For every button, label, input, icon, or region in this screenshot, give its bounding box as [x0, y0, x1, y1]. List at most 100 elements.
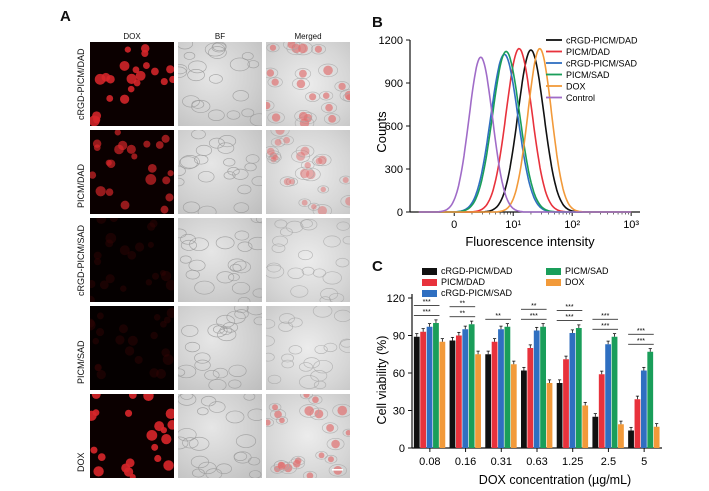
flow-y-tick: 1200	[379, 35, 403, 47]
viability-legend-swatch	[422, 290, 437, 297]
viability-legend-swatch	[422, 279, 437, 286]
flow-legend-label: cRGD-PICM/DAD	[566, 36, 638, 46]
viability-y-tick: 120	[387, 293, 405, 305]
merged-image	[266, 306, 350, 390]
viability-bar	[634, 399, 641, 448]
viability-bar	[546, 383, 553, 448]
viability-y-tick: 30	[393, 406, 405, 418]
viability-bar	[433, 323, 439, 448]
flow-legend-label: PICM/SAD	[566, 70, 610, 80]
significance-label: **	[495, 313, 501, 320]
panel-c-letter: C	[372, 258, 383, 275]
brightfield-image	[178, 218, 262, 302]
viability-bar	[468, 324, 475, 448]
flow-curve-5	[418, 56, 632, 213]
viability-bar	[439, 341, 446, 448]
flow-y-axis-label: Counts	[374, 111, 389, 153]
column-header-dox: DOX	[123, 32, 141, 41]
viability-bar	[556, 383, 563, 448]
viability-bar	[592, 416, 599, 448]
viability-bar	[618, 424, 624, 448]
brightfield-image	[178, 306, 262, 390]
viability-x-tick: 1.25	[562, 456, 583, 468]
viability-bar	[462, 329, 469, 448]
merged-image	[266, 218, 350, 302]
row-label: PICM/DAD	[76, 163, 86, 208]
viability-y-tick: 90	[393, 331, 405, 343]
flow-y-tick: 600	[385, 121, 403, 133]
viability-x-tick: 5	[641, 456, 647, 468]
brightfield-image	[178, 394, 262, 478]
viability-bar	[521, 370, 527, 448]
viability-bar	[640, 370, 647, 448]
flow-y-tick: 0	[397, 207, 403, 219]
viability-legend-swatch	[546, 268, 561, 275]
brightfield-image	[178, 130, 262, 214]
flow-legend-label: cRGD-PICM/SAD	[566, 59, 638, 69]
viability-x-tick: 0.08	[419, 456, 440, 468]
significance-label: **	[460, 310, 466, 317]
viability-bar	[582, 405, 589, 448]
viability-bar	[455, 335, 462, 448]
viability-bar	[598, 374, 605, 448]
viability-bar	[498, 329, 504, 448]
row-label: DOX	[76, 452, 86, 472]
flow-x-tick: 0	[451, 219, 457, 231]
viability-bar	[413, 336, 420, 448]
viability-x-tick: 2.5	[601, 456, 616, 468]
viability-bar	[510, 364, 517, 448]
viability-x-tick: 0.16	[455, 456, 476, 468]
dox-image	[90, 394, 174, 478]
viability-bar	[485, 354, 492, 448]
row-label: PICM/SAD	[76, 340, 86, 384]
viability-bar	[449, 340, 456, 448]
viability-bar	[653, 426, 660, 448]
column-header-merged: Merged	[294, 32, 322, 41]
viability-bar	[504, 326, 511, 448]
viability-legend-label: PICM/SAD	[565, 266, 609, 276]
significance-label: ***	[601, 313, 609, 320]
column-header-bf: BF	[214, 32, 226, 41]
panel-a-letter: A	[60, 8, 71, 25]
dox-image	[90, 218, 174, 302]
viability-legend-swatch	[422, 268, 437, 275]
viability-bar	[475, 354, 481, 448]
panel-b-letter: B	[372, 14, 383, 31]
viability-bar	[569, 333, 576, 448]
viability-legend-swatch	[546, 279, 561, 286]
viability-bar	[420, 331, 427, 448]
viability-bar	[540, 326, 546, 448]
viability-x-axis-label: DOX concentration (µg/mL)	[479, 473, 631, 487]
dox-image	[90, 306, 174, 390]
brightfield-image	[178, 42, 262, 126]
significance-label: ***	[637, 328, 645, 335]
viability-bar	[605, 344, 612, 448]
merged-image	[266, 130, 350, 214]
dox-image	[90, 130, 174, 214]
viability-x-tick: 0.63	[526, 456, 547, 468]
merged-image	[266, 42, 350, 126]
viability-y-tick: 0	[399, 443, 405, 455]
viability-bar	[647, 351, 654, 448]
flow-legend-label: Control	[566, 93, 595, 103]
row-label: cRGD-PICM/DAD	[76, 48, 86, 121]
flow-y-tick: 300	[385, 164, 403, 176]
viability-bar	[491, 341, 498, 448]
viability-bar	[426, 326, 433, 448]
flow-legend-label: PICM/DAD	[566, 47, 611, 57]
viability-y-tick: 60	[393, 368, 405, 380]
viability-bar	[611, 336, 618, 448]
flow-legend-label: DOX	[566, 82, 586, 92]
significance-label: ***	[565, 304, 573, 311]
flow-x-tick: 10¹	[505, 219, 521, 231]
significance-label: **	[460, 300, 466, 307]
merged-image	[266, 394, 350, 478]
viability-bar	[563, 359, 569, 448]
viability-bar	[628, 430, 634, 448]
viability-bar	[527, 348, 534, 448]
viability-legend-label: cRGD-PICM/SAD	[441, 288, 513, 298]
flow-y-tick: 900	[385, 78, 403, 90]
viability-bar	[575, 328, 582, 448]
